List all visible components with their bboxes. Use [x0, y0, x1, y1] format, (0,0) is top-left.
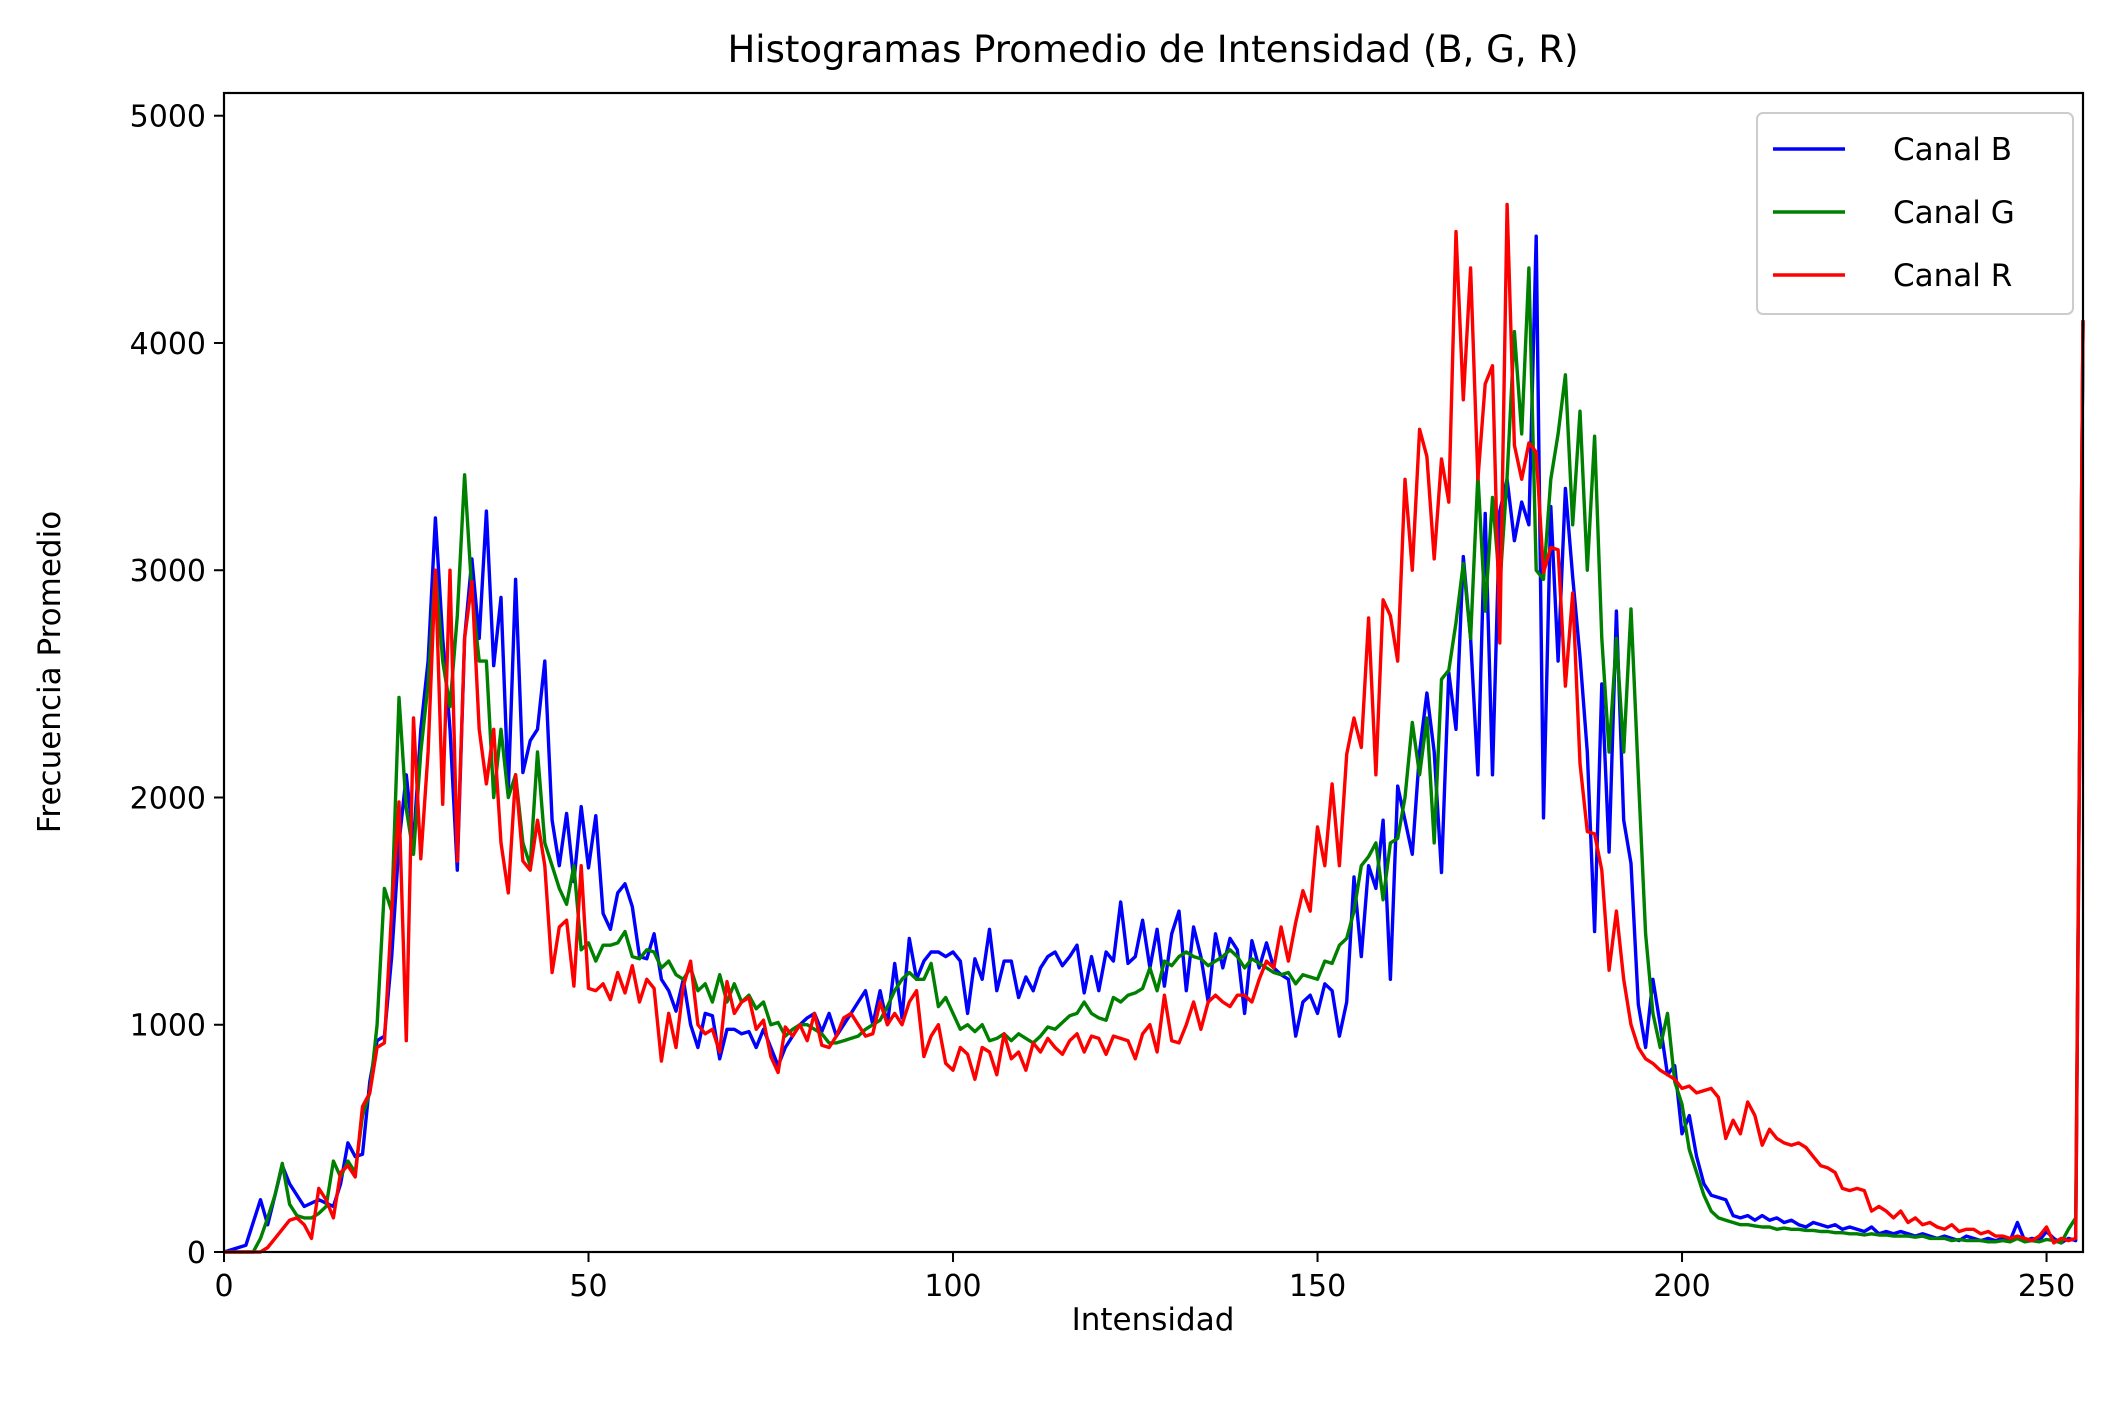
y-tick-label: 0 [187, 1236, 206, 1271]
legend-box [1756, 112, 2074, 315]
series-line-2 [224, 266, 2085, 1254]
series-line-3 [224, 202, 2085, 1254]
x-tick-label: 0 [214, 1269, 233, 1304]
x-axis-ticks: 0 50 100 150 200 250 [214, 1252, 2075, 1304]
legend-label: Canal R [1893, 258, 2012, 294]
y-tick-label: 4000 [130, 327, 206, 362]
x-tick-label: 200 [1653, 1269, 1710, 1304]
legend: Canal B Canal G Canal R [1756, 112, 2074, 315]
plot-frame [222, 91, 2085, 1254]
y-tick-label: 2000 [130, 781, 206, 816]
y-tick-label: 3000 [130, 554, 206, 589]
chart-title: Histogramas Promedio de Intensidad (B, G… [727, 28, 1578, 71]
plot-lines [223, 202, 2085, 1254]
x-axis-label: Intensidad [1072, 1302, 1235, 1338]
y-tick-label: 1000 [130, 1009, 206, 1044]
series-line-1 [223, 234, 2085, 1254]
y-axis-ticks: 0 1000 2000 3000 4000 5000 [130, 100, 224, 1271]
legend-label: Canal G [1893, 195, 2015, 231]
x-tick-label: 100 [924, 1269, 981, 1304]
x-tick-label: 250 [2018, 1269, 2075, 1304]
y-tick-label: 5000 [130, 100, 206, 135]
x-tick-label: 50 [569, 1269, 607, 1304]
x-tick-label: 150 [1289, 1269, 1346, 1304]
legend-label: Canal B [1893, 132, 2012, 168]
y-axis-label: Frecuencia Promedio [32, 511, 68, 833]
